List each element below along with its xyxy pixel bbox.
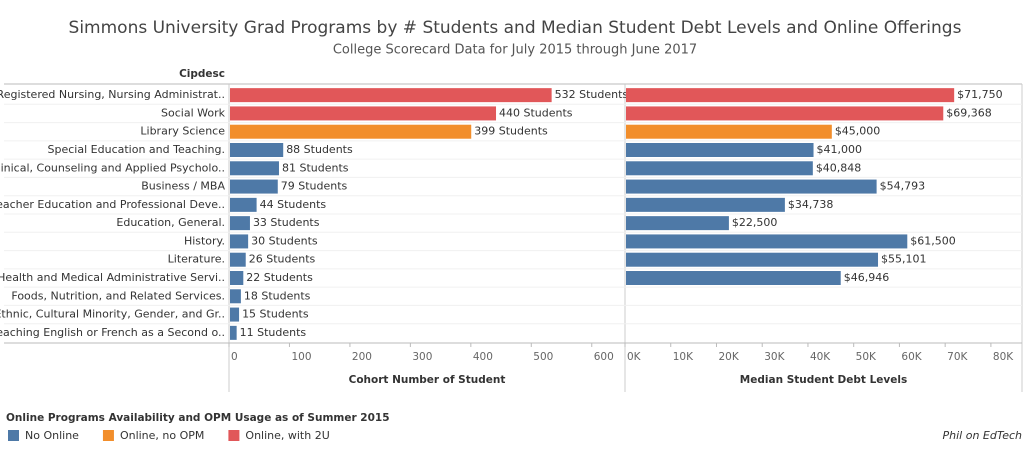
value-label: 81 Students — [282, 161, 349, 174]
x-tick-label: 0K — [627, 351, 642, 363]
x-tick-label: 60K — [901, 351, 922, 363]
row-label: Ethnic, Cultural Minority, Gender, and G… — [0, 308, 225, 321]
row-label: Literature. — [168, 253, 225, 266]
bar — [626, 88, 955, 103]
row-header: Cipdesc — [179, 68, 225, 80]
x-tick-label: 10K — [673, 351, 694, 363]
value-label: $54,793 — [880, 180, 926, 193]
bar — [230, 252, 246, 267]
row-label: Library Science — [140, 125, 225, 138]
bar — [230, 197, 257, 212]
chart-title: Simmons University Grad Programs by # St… — [69, 18, 962, 38]
value-label: 15 Students — [242, 308, 309, 321]
value-label: $22,500 — [732, 216, 778, 229]
bar — [626, 106, 944, 121]
value-label: 22 Students — [246, 271, 313, 284]
bar — [230, 179, 278, 194]
value-label: 399 Students — [474, 125, 548, 138]
bar — [230, 88, 552, 103]
x-tick-label: 200 — [352, 351, 372, 363]
value-label: 18 Students — [244, 289, 311, 302]
bar — [230, 307, 240, 322]
x-tick-label: 100 — [291, 351, 311, 363]
bar — [230, 234, 249, 249]
bar — [230, 289, 241, 304]
value-label: $55,101 — [881, 253, 927, 266]
legend-swatch — [8, 430, 19, 441]
legend-label: Online, with 2U — [245, 429, 329, 442]
row-label: Health and Medical Administrative Servi.… — [0, 271, 225, 284]
legend-label: Online, no OPM — [120, 429, 204, 442]
bar — [230, 161, 279, 176]
legend-swatch — [228, 430, 240, 441]
row-label: Special Education and Teaching. — [48, 143, 225, 156]
x-tick-label: 0 — [231, 351, 238, 363]
x-tick-label: 600 — [594, 351, 614, 363]
row-label: Teacher Education and Professional Deve.… — [0, 198, 225, 211]
bar — [626, 271, 841, 285]
bar — [626, 216, 729, 231]
bar — [230, 106, 497, 121]
row-label: Clinical, Counseling and Applied Psychol… — [0, 161, 225, 174]
x-tick-label: 400 — [473, 351, 493, 363]
bar — [230, 325, 237, 340]
value-label: 532 Students — [555, 88, 629, 101]
value-label: $71,750 — [957, 88, 1003, 101]
row-label: Social Work — [161, 106, 226, 119]
axis-title: Median Student Debt Levels — [740, 374, 907, 386]
legend-title: Online Programs Availability and OPM Usa… — [6, 412, 390, 424]
bar — [230, 124, 472, 139]
x-tick-label: 40K — [810, 351, 831, 363]
value-label: $45,000 — [835, 125, 881, 138]
row-label: Teaching English or French as a Second o… — [0, 326, 225, 339]
row-label: Education, General. — [116, 216, 225, 229]
x-tick-label: 30K — [764, 351, 785, 363]
value-label: $41,000 — [817, 143, 863, 156]
value-label: $46,946 — [844, 271, 890, 284]
bar — [626, 252, 879, 267]
value-label: 33 Students — [253, 216, 320, 229]
bar — [626, 124, 832, 139]
credit: Phil on EdTech — [943, 429, 1023, 442]
bar — [626, 143, 814, 157]
axis-title: Cohort Number of Student — [349, 374, 506, 386]
value-label: 26 Students — [249, 253, 316, 266]
chart-subtitle: College Scorecard Data for July 2015 thr… — [333, 43, 697, 58]
value-label: 30 Students — [251, 234, 318, 247]
row-label: Foods, Nutrition, and Related Services. — [11, 289, 225, 302]
value-label: 88 Students — [286, 143, 353, 156]
value-label: $40,848 — [816, 161, 862, 174]
x-tick-label: 70K — [947, 351, 968, 363]
row-label: Registered Nursing, Nursing Administrat.… — [0, 88, 225, 101]
value-label: 440 Students — [499, 106, 573, 119]
value-label: 11 Students — [240, 326, 307, 339]
bar — [230, 216, 250, 231]
value-label: 79 Students — [281, 180, 348, 193]
bar — [626, 161, 813, 176]
row-label: History. — [184, 234, 225, 247]
row-label: Business / MBA — [141, 180, 225, 193]
legend-label: No Online — [25, 429, 79, 442]
value-label: $69,368 — [946, 106, 992, 119]
x-tick-label: 50K — [856, 351, 877, 363]
x-tick-label: 300 — [412, 351, 432, 363]
value-label: $61,500 — [910, 234, 956, 247]
value-label: 44 Students — [260, 198, 327, 211]
bar — [230, 271, 244, 285]
x-tick-label: 80K — [993, 351, 1014, 363]
x-tick-label: 20K — [718, 351, 739, 363]
bar — [230, 143, 284, 157]
x-tick-label: 500 — [533, 351, 553, 363]
bar — [626, 197, 785, 212]
bar — [626, 179, 877, 194]
value-label: $34,738 — [788, 198, 834, 211]
legend-swatch — [102, 430, 114, 441]
bar — [626, 234, 908, 249]
